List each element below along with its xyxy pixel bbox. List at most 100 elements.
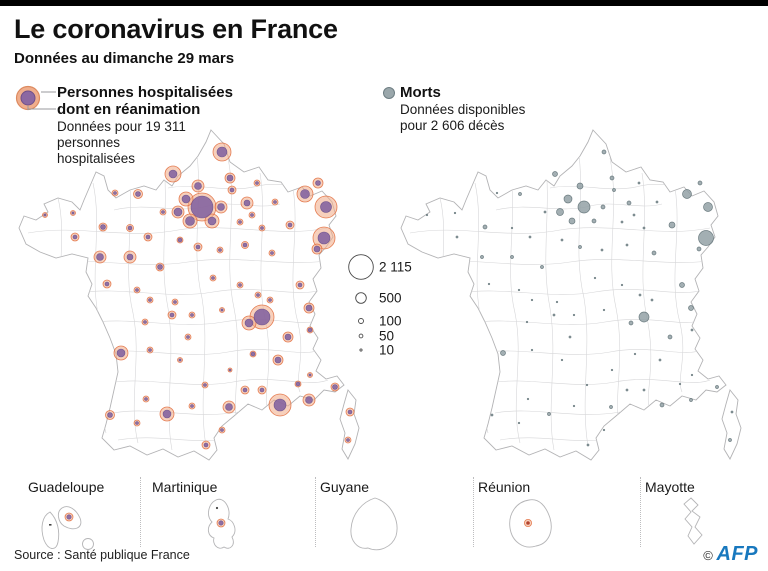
deaths-bubble <box>517 421 521 425</box>
reanimation-bubble <box>238 283 242 287</box>
deaths-bubble <box>728 438 732 442</box>
deaths-bubble <box>490 413 494 417</box>
reanimation-bubble <box>259 387 265 393</box>
deaths-bubble <box>601 149 607 155</box>
case-bubble-inner <box>218 520 224 526</box>
reanimation-bubble <box>250 213 254 217</box>
deaths-bubble <box>602 428 606 432</box>
deaths-bubble <box>688 305 694 311</box>
deaths-bubble <box>696 246 702 252</box>
reanimation-bubble <box>242 242 248 248</box>
hospitalized-legend-note-2: personnes <box>57 135 121 150</box>
deaths-bubble <box>552 171 558 177</box>
deaths-bubble <box>655 200 659 204</box>
deaths-bubble <box>576 182 584 190</box>
deaths-bubble <box>578 245 582 249</box>
territory-label-mayotte: Mayotte <box>645 479 695 495</box>
deaths-bubble <box>620 283 624 287</box>
deaths-bubble <box>698 230 714 246</box>
reanimation-bubble <box>217 203 225 211</box>
france-map-hospitalized <box>18 129 360 461</box>
reanimation-bubble <box>317 231 331 245</box>
reanimation-bubble <box>268 298 272 302</box>
reanimation-bubble <box>116 348 126 358</box>
deaths-bubble <box>659 402 665 408</box>
deaths-bubble <box>487 282 491 286</box>
scale-circle <box>358 318 364 324</box>
scale-circle <box>355 292 367 304</box>
reanimation-bubble <box>216 146 228 158</box>
deaths-bubble <box>480 255 484 259</box>
reanimation-bubble <box>135 191 141 197</box>
reanimation-bubble <box>238 220 242 224</box>
deaths-bubble <box>593 276 597 280</box>
territory-label-guadeloupe: Guadeloupe <box>28 479 105 495</box>
deaths-bubbles <box>425 149 734 447</box>
hospitalized-legend-label-2: dont en réanimation <box>57 101 201 118</box>
reanimation-bubble <box>207 216 217 226</box>
reanimation-bubble <box>203 442 209 448</box>
hospitalized-legend-icon <box>15 85 56 111</box>
reanimation-bubble <box>228 368 232 372</box>
reanimation-bubble <box>250 351 256 357</box>
case-bubble-inner <box>66 514 72 520</box>
france-map-deaths <box>400 129 742 461</box>
reanimation-bubble <box>220 428 224 432</box>
reanimation-bubble <box>177 237 183 243</box>
deaths-circle-icon <box>383 87 395 99</box>
deaths-bubble <box>625 243 629 247</box>
reanimation-bubble <box>190 313 194 317</box>
reanimation-bubble <box>144 397 148 401</box>
reanimation-bubble <box>148 298 152 302</box>
reanimation-bubble <box>274 356 282 364</box>
deaths-bubble <box>556 208 564 216</box>
copyright-symbol: © <box>703 548 713 563</box>
reanimation-bubble <box>300 189 310 199</box>
reanimation-bubble <box>287 222 293 228</box>
deaths-legend-note-2: pour 2 606 décès <box>400 118 505 133</box>
scale-circle <box>358 333 364 339</box>
deaths-bubble <box>650 298 654 302</box>
reanimation-bubble <box>256 293 260 297</box>
deaths-bubble <box>697 180 703 186</box>
source-credit: Source : Santé publique France <box>14 548 190 562</box>
page-title: Le coronavirus en France <box>14 14 338 44</box>
deaths-bubble <box>453 211 457 215</box>
legend-connector-line2 <box>27 106 56 110</box>
reanimation-bubble <box>104 281 110 287</box>
reanimation-bubble <box>162 409 172 419</box>
deaths-bubble <box>620 220 624 224</box>
reanimation-bubble <box>243 199 251 207</box>
deaths-bubble <box>540 265 544 269</box>
top-black-bar <box>0 0 768 6</box>
deaths-bubble <box>689 398 693 402</box>
deaths-bubble <box>568 217 576 225</box>
reanimation-bubble <box>253 308 271 326</box>
deaths-bubble <box>625 388 629 392</box>
reanimation-bubble <box>178 358 182 362</box>
deaths-bubble <box>591 218 597 224</box>
reanimation-bubble <box>307 327 313 333</box>
reanimation-bubble <box>100 224 106 230</box>
reanimation-bubble <box>332 384 338 390</box>
deaths-bubble <box>530 348 534 352</box>
reanimation-bubble <box>295 381 301 387</box>
deaths-bubble <box>563 194 573 204</box>
deaths-bubble <box>633 352 637 356</box>
deaths-bubble <box>510 226 514 230</box>
deaths-bubble <box>642 226 646 230</box>
reanimation-bubble <box>72 234 78 240</box>
reanimation-bubble <box>220 308 224 312</box>
reanimation-bubble <box>242 387 248 393</box>
deaths-bubble <box>572 404 576 408</box>
reanimation-bubble <box>226 174 234 182</box>
reunion-map <box>509 499 552 548</box>
scale-value-label: 50 <box>379 329 394 344</box>
deaths-bubble <box>730 410 734 414</box>
territory-separator <box>473 477 474 547</box>
reanimation-bubble <box>145 234 151 240</box>
deaths-bubble <box>609 175 615 181</box>
deaths-bubble <box>530 298 534 302</box>
reanimation-bubble <box>168 169 178 179</box>
territory-separator <box>640 477 641 547</box>
